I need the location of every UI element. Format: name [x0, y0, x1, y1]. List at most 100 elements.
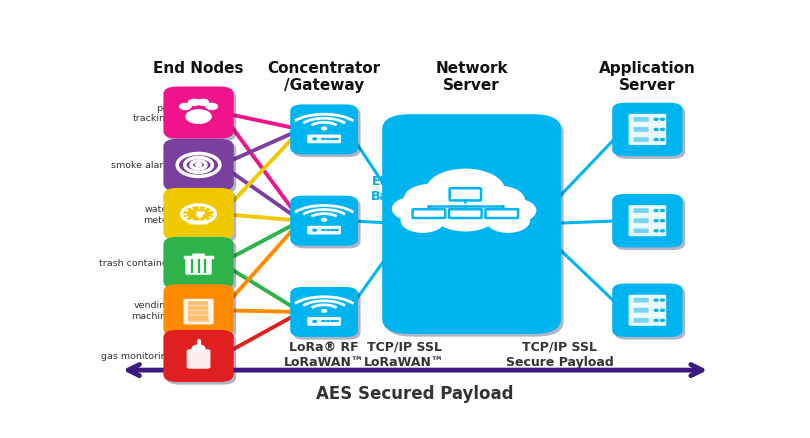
- Text: smoke alarm: smoke alarm: [111, 161, 173, 170]
- FancyBboxPatch shape: [615, 286, 685, 340]
- Circle shape: [322, 310, 326, 313]
- FancyBboxPatch shape: [186, 350, 211, 369]
- FancyBboxPatch shape: [633, 138, 649, 143]
- FancyBboxPatch shape: [382, 115, 561, 334]
- FancyBboxPatch shape: [192, 254, 205, 258]
- FancyBboxPatch shape: [629, 216, 666, 226]
- Circle shape: [661, 310, 664, 311]
- Text: Concentrator
/Gateway: Concentrator /Gateway: [267, 61, 381, 93]
- FancyBboxPatch shape: [164, 330, 234, 382]
- Text: 3G/
Ethernet
Backhaul: 3G/ Ethernet Backhaul: [371, 159, 435, 203]
- Circle shape: [192, 345, 205, 352]
- Text: TCP/IP SSL
LoRaWAN™: TCP/IP SSL LoRaWAN™: [364, 340, 445, 368]
- FancyBboxPatch shape: [188, 316, 198, 320]
- FancyBboxPatch shape: [633, 128, 649, 132]
- FancyBboxPatch shape: [612, 284, 683, 337]
- Circle shape: [180, 104, 191, 110]
- FancyBboxPatch shape: [290, 196, 358, 246]
- FancyBboxPatch shape: [307, 317, 341, 326]
- Circle shape: [661, 300, 664, 301]
- Circle shape: [401, 210, 444, 233]
- FancyBboxPatch shape: [629, 295, 666, 306]
- FancyBboxPatch shape: [633, 308, 649, 313]
- Circle shape: [654, 139, 658, 141]
- Circle shape: [471, 187, 524, 215]
- FancyBboxPatch shape: [290, 105, 358, 155]
- FancyBboxPatch shape: [188, 301, 198, 306]
- Circle shape: [654, 210, 658, 212]
- FancyBboxPatch shape: [615, 197, 685, 251]
- FancyBboxPatch shape: [164, 87, 234, 139]
- FancyBboxPatch shape: [629, 125, 666, 135]
- Circle shape: [206, 104, 217, 110]
- FancyBboxPatch shape: [189, 221, 208, 225]
- Text: vending
machine: vending machine: [131, 301, 173, 321]
- Circle shape: [322, 219, 326, 222]
- Circle shape: [661, 320, 664, 321]
- FancyBboxPatch shape: [612, 103, 683, 157]
- Text: Network
Server: Network Server: [435, 61, 508, 93]
- FancyBboxPatch shape: [307, 226, 341, 235]
- FancyBboxPatch shape: [188, 319, 209, 322]
- FancyBboxPatch shape: [185, 258, 211, 275]
- FancyBboxPatch shape: [629, 315, 666, 326]
- Circle shape: [654, 129, 658, 131]
- FancyBboxPatch shape: [633, 298, 649, 303]
- FancyBboxPatch shape: [166, 333, 237, 385]
- Circle shape: [661, 230, 664, 232]
- FancyBboxPatch shape: [449, 210, 482, 219]
- FancyBboxPatch shape: [184, 299, 214, 325]
- Text: pet
tracking: pet tracking: [133, 103, 173, 123]
- Text: LoRa® RF
LoRaWAN™: LoRa® RF LoRaWAN™: [284, 340, 364, 368]
- Circle shape: [654, 220, 658, 222]
- FancyBboxPatch shape: [292, 108, 360, 158]
- Text: water
meter: water meter: [143, 205, 173, 224]
- Circle shape: [654, 230, 658, 232]
- Circle shape: [393, 198, 435, 221]
- Text: TCP/IP SSL
Secure Payload: TCP/IP SSL Secure Payload: [505, 340, 613, 368]
- Circle shape: [661, 210, 664, 212]
- Text: gas monitoring: gas monitoring: [100, 352, 173, 360]
- FancyBboxPatch shape: [292, 199, 360, 249]
- FancyBboxPatch shape: [307, 135, 341, 144]
- Circle shape: [198, 100, 209, 106]
- FancyBboxPatch shape: [629, 115, 666, 125]
- FancyBboxPatch shape: [166, 240, 237, 292]
- FancyBboxPatch shape: [166, 191, 237, 243]
- Circle shape: [661, 220, 664, 222]
- Circle shape: [493, 200, 535, 223]
- FancyBboxPatch shape: [166, 142, 237, 194]
- FancyBboxPatch shape: [615, 106, 685, 159]
- FancyBboxPatch shape: [612, 194, 683, 248]
- Circle shape: [186, 110, 211, 124]
- FancyBboxPatch shape: [164, 237, 234, 290]
- Circle shape: [654, 320, 658, 321]
- Circle shape: [661, 129, 664, 131]
- FancyBboxPatch shape: [164, 285, 234, 336]
- FancyBboxPatch shape: [633, 118, 649, 122]
- FancyBboxPatch shape: [633, 219, 649, 223]
- Circle shape: [654, 310, 658, 311]
- FancyBboxPatch shape: [412, 210, 446, 219]
- Circle shape: [322, 128, 326, 131]
- Circle shape: [404, 185, 457, 213]
- FancyBboxPatch shape: [198, 311, 208, 315]
- FancyBboxPatch shape: [188, 306, 198, 310]
- Circle shape: [426, 170, 505, 212]
- FancyBboxPatch shape: [629, 305, 666, 316]
- FancyBboxPatch shape: [188, 311, 198, 315]
- FancyBboxPatch shape: [198, 306, 208, 310]
- Circle shape: [654, 119, 658, 121]
- Text: Application
Server: Application Server: [599, 61, 696, 93]
- FancyBboxPatch shape: [450, 189, 481, 201]
- Circle shape: [313, 230, 317, 232]
- Circle shape: [189, 100, 200, 106]
- Circle shape: [654, 300, 658, 301]
- Text: AES Secured Payload: AES Secured Payload: [317, 385, 514, 403]
- Circle shape: [487, 210, 530, 233]
- Circle shape: [313, 321, 317, 323]
- Circle shape: [313, 139, 317, 141]
- Text: End Nodes: End Nodes: [153, 61, 244, 76]
- FancyBboxPatch shape: [629, 226, 666, 237]
- FancyBboxPatch shape: [164, 140, 234, 191]
